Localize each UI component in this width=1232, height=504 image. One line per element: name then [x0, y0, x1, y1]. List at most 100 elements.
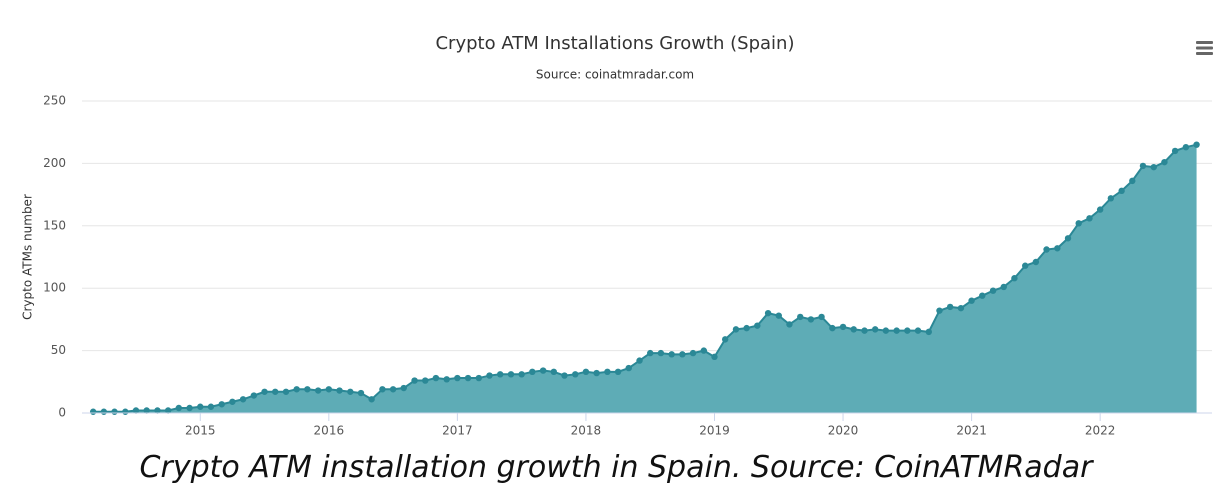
y-tick-label: 250 — [43, 94, 66, 108]
point — [946, 303, 954, 311]
point — [122, 408, 129, 415]
point — [625, 364, 632, 372]
point — [379, 386, 386, 393]
point — [164, 407, 172, 414]
point — [925, 328, 932, 336]
point — [550, 368, 557, 376]
point — [700, 347, 708, 354]
point — [229, 398, 236, 405]
menu-bar — [1196, 46, 1213, 50]
point — [1129, 177, 1136, 185]
point — [775, 312, 782, 319]
point — [325, 386, 333, 393]
point — [175, 404, 183, 412]
point — [314, 387, 322, 394]
point — [1107, 195, 1115, 202]
point — [293, 386, 300, 393]
point — [871, 326, 879, 333]
point — [475, 374, 483, 382]
point — [679, 351, 686, 358]
point — [914, 327, 922, 334]
chart-subtitle: Source: coinatmradar.com — [536, 68, 694, 82]
point — [1193, 141, 1200, 148]
point — [368, 396, 375, 403]
point — [882, 327, 890, 334]
point — [604, 368, 611, 376]
y-tick-label: 200 — [43, 156, 66, 170]
point — [197, 403, 204, 410]
point — [936, 307, 943, 314]
point — [732, 326, 740, 333]
point — [272, 388, 279, 395]
y-axis-label: Crypto ATMs number — [21, 194, 35, 320]
x-tick-label: 2016 — [314, 424, 345, 438]
point — [721, 336, 729, 343]
point — [979, 292, 986, 299]
point — [454, 374, 461, 382]
chart: Crypto ATM Installations Growth (Spain) … — [21, 33, 1216, 438]
point — [593, 369, 600, 377]
point — [572, 371, 579, 378]
point — [1043, 246, 1050, 253]
point — [668, 351, 675, 358]
point — [539, 367, 547, 374]
caption: Crypto ATM installation growth in Spain.… — [139, 450, 1093, 485]
point — [347, 388, 354, 395]
menu-button[interactable] — [1192, 37, 1216, 59]
point — [1171, 147, 1179, 155]
point — [968, 297, 975, 304]
point — [400, 384, 407, 392]
point — [764, 309, 772, 317]
point — [1054, 245, 1061, 252]
point — [818, 313, 825, 321]
point — [357, 389, 365, 397]
x-tick-label: 2022 — [1085, 424, 1116, 438]
y-tick-label: 100 — [43, 281, 66, 295]
point — [754, 322, 761, 329]
point — [1139, 162, 1147, 170]
point — [282, 388, 290, 395]
point — [132, 407, 140, 414]
point — [561, 372, 568, 379]
y-tick-label: 0 — [58, 406, 66, 420]
point — [389, 386, 397, 393]
point — [797, 313, 804, 321]
point — [207, 403, 215, 410]
x-tick-label: 2019 — [699, 424, 730, 438]
y-tick-label: 150 — [43, 218, 66, 232]
point — [1118, 187, 1125, 195]
x-tick-label: 2021 — [956, 424, 987, 438]
point — [464, 374, 472, 382]
point — [1182, 143, 1190, 151]
point — [507, 371, 515, 378]
y-tick-label: 50 — [51, 343, 66, 357]
point — [989, 287, 997, 294]
chart-title: Crypto ATM Installations Growth (Spain) — [435, 33, 794, 54]
menu-bar — [1196, 52, 1213, 55]
x-tick-label: 2017 — [442, 424, 473, 438]
point — [839, 323, 847, 331]
point — [411, 377, 418, 384]
point — [261, 388, 268, 395]
point — [304, 386, 311, 393]
point — [861, 327, 868, 334]
point — [893, 327, 900, 334]
point — [100, 408, 108, 415]
point — [786, 321, 793, 328]
point — [422, 377, 429, 384]
point — [850, 326, 857, 333]
point — [657, 349, 665, 357]
point — [957, 304, 965, 312]
point — [336, 387, 343, 394]
point — [807, 316, 815, 323]
point — [711, 353, 718, 361]
point — [186, 404, 193, 412]
point — [443, 376, 450, 383]
menu-bar — [1196, 41, 1213, 44]
point — [689, 349, 697, 357]
point — [582, 368, 590, 376]
point — [154, 407, 161, 414]
point — [1161, 158, 1168, 166]
point — [218, 401, 225, 408]
